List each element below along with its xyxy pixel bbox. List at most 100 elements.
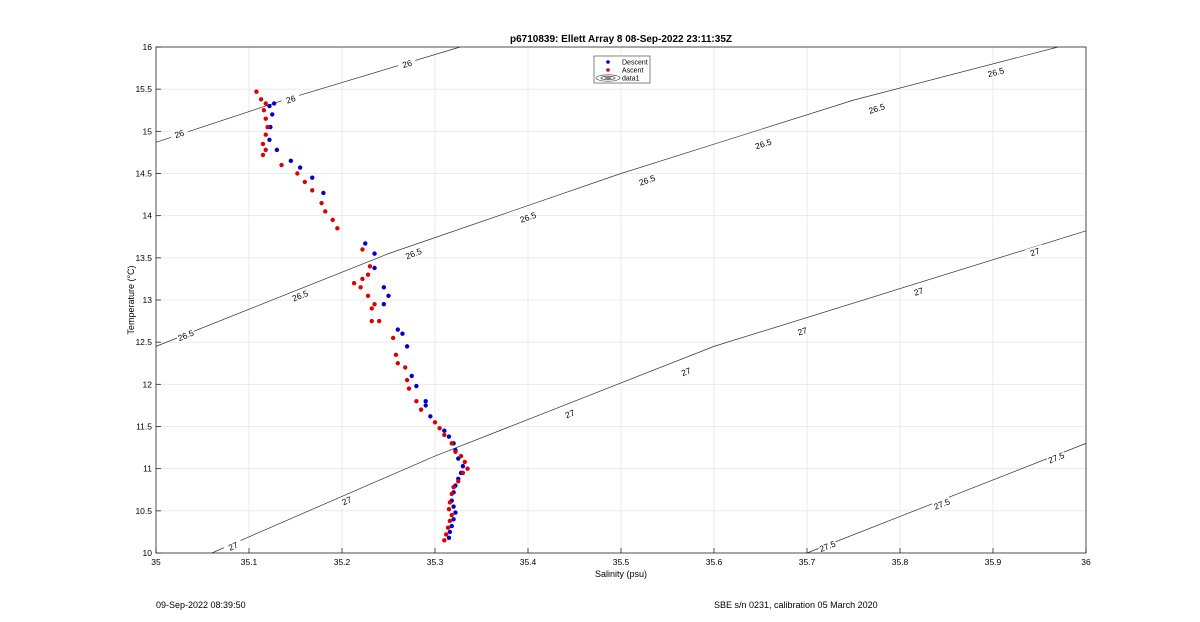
chart-title: p6710839: Ellett Array 8 08-Sep-2022 23:… <box>510 34 732 45</box>
data-point-ascent <box>372 302 377 307</box>
data-point-descent <box>381 302 387 307</box>
data-point-ascent <box>462 459 467 465</box>
contour-label: 27 <box>340 494 353 507</box>
contour-label-group: 27 <box>222 538 244 555</box>
contour-label: 26 <box>173 128 185 141</box>
data-point-descent <box>372 251 377 256</box>
x-tick-label: 35.9 <box>985 557 1002 567</box>
x-tick-label: 35.4 <box>520 557 537 567</box>
data-point-descent <box>271 101 277 106</box>
x-axis-ticks: 35 35.1 35.2 35.3 35.4 35.5 35.6 35.7 35.8 35.9 36 <box>151 548 1091 567</box>
y-tick-label: 12.5 <box>135 337 152 347</box>
data-point-ascent <box>377 318 382 324</box>
y-tick-label: 10 <box>143 548 153 558</box>
contour-label-group: 26 <box>280 91 301 107</box>
data-point-ascent <box>351 280 357 286</box>
data-point-descent <box>414 383 419 389</box>
contour-label-bg <box>559 405 581 422</box>
contour-label: 27 <box>1029 246 1041 258</box>
data-point-ascent <box>310 188 315 193</box>
data-point-ascent <box>442 432 447 438</box>
data-point-ascent <box>260 141 266 147</box>
data-point-ascent <box>395 361 400 366</box>
data-point-descent <box>372 265 377 271</box>
data-point-ascent <box>265 124 270 130</box>
data-point-ascent <box>263 132 268 137</box>
data-point-descent <box>395 327 400 332</box>
y-tick-label: 11 <box>143 464 152 474</box>
contour-label-group: 27 <box>1024 244 1045 260</box>
y-tick-label: 16 <box>143 42 153 52</box>
contour-label-group: 27 <box>675 363 697 380</box>
y-tick-label: 14 <box>143 211 153 221</box>
data-point-ascent <box>263 147 268 153</box>
x-tick-label: 35.2 <box>334 557 351 567</box>
y-tick-label: 12 <box>143 379 153 389</box>
contour-label-bg <box>931 496 953 513</box>
x-tick-label: 35.8 <box>892 557 909 567</box>
contour-label-bg <box>517 209 539 226</box>
data-point-ascent <box>319 200 324 206</box>
data-point-descent <box>449 523 454 529</box>
data-point-ascent <box>449 512 454 518</box>
x-tick-label: 35.6 <box>706 557 723 567</box>
y-tick-label: 15.5 <box>135 84 152 94</box>
data-point-descent <box>288 158 294 164</box>
contour-label-bg <box>397 56 418 72</box>
data-point-descent <box>409 373 414 379</box>
y-tick-label: 13 <box>143 295 153 305</box>
data-point-descent <box>451 504 456 509</box>
contour-label-group: 26 <box>397 56 418 72</box>
x-tick-label: 35.7 <box>799 557 816 567</box>
data-point-descent <box>451 517 456 522</box>
data-point-ascent <box>358 285 363 290</box>
data-point-ascent <box>404 377 410 383</box>
contour-label: 26.5 <box>754 137 773 152</box>
data-point-ascent <box>330 217 335 223</box>
data-point-ascent <box>367 264 373 269</box>
contour-label: 26.5 <box>867 101 886 116</box>
data-points <box>254 89 470 543</box>
data-point-descent <box>310 175 315 180</box>
contour-label-bg <box>403 245 424 262</box>
x-tick-label: 35.5 <box>613 557 630 567</box>
data-point-ascent <box>365 272 371 277</box>
data-point-ascent <box>446 506 452 512</box>
contour-label: 27 <box>913 285 925 297</box>
data-point-ascent <box>453 449 458 454</box>
legend-marker-data1 <box>595 74 621 82</box>
contour-line-27 <box>211 230 1087 554</box>
data-point-descent <box>404 344 410 349</box>
y-axis-ticks: 10 10.5 11 11.5 12 12.5 13 13.5 14 14.5 15 15.5 16 <box>135 42 161 558</box>
data-point-ascent <box>335 226 340 231</box>
data-point-ascent <box>295 171 300 176</box>
data-point-ascent <box>390 335 396 341</box>
contour-label: 26 <box>285 93 297 106</box>
data-point-ascent <box>279 162 284 168</box>
contour-label-bg <box>169 126 190 142</box>
data-point-ascent <box>414 399 419 404</box>
contour-label-group: 26.5 <box>985 65 1006 80</box>
footer-timestamp: 09-Sep-2022 08:39:50 <box>156 600 246 610</box>
data-point-ascent <box>369 306 374 311</box>
contour-label-bg <box>985 65 1006 80</box>
legend-label-descent: Descent <box>622 60 648 67</box>
contour-label-bg <box>1046 449 1067 466</box>
contour-label-bg <box>636 172 658 188</box>
contour-label-bg <box>866 101 887 117</box>
data-point-ascent <box>403 365 408 370</box>
contour-label-bg <box>675 363 697 380</box>
data-point-descent <box>447 529 453 535</box>
legend-marker-descent <box>606 60 610 64</box>
data-point-ascent <box>260 152 266 158</box>
contour-label-group: 27 <box>559 405 581 422</box>
contour-line-26-5 <box>155 46 1059 347</box>
data-point-ascent <box>451 485 456 490</box>
data-point-ascent <box>406 386 412 391</box>
contour-label: 27 <box>680 365 693 378</box>
data-point-ascent <box>432 420 438 425</box>
data-point-descent <box>456 456 461 461</box>
data-point-ascent <box>360 276 365 282</box>
y-tick-label: 13.5 <box>135 253 152 263</box>
